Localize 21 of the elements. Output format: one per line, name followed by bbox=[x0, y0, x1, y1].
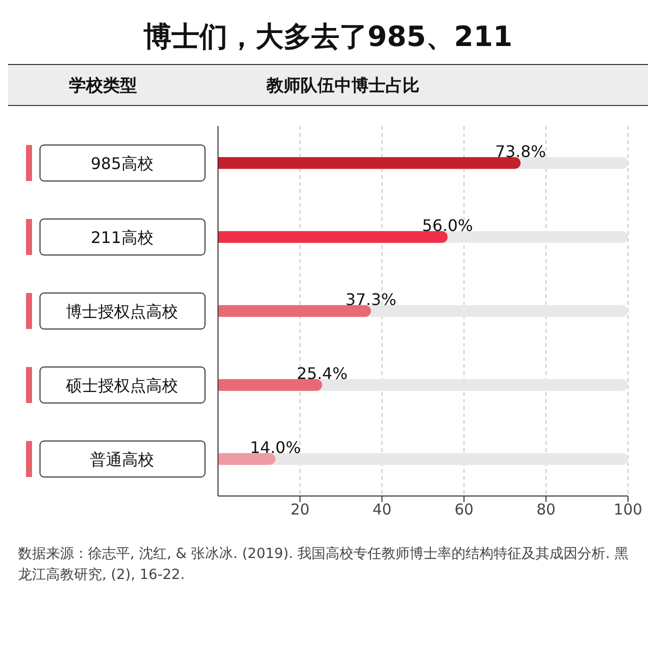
y-axis-title: 学校类型 bbox=[68, 74, 138, 96]
y-tick-label: 博士授权点高校 bbox=[66, 302, 178, 321]
data-label: 14.0% bbox=[250, 438, 301, 457]
data-label: 37.3% bbox=[346, 290, 396, 309]
y-tick-label: 硕士授权点高校 bbox=[65, 376, 178, 395]
x-tick-label: 40 bbox=[372, 500, 392, 519]
data-label: 56.0% bbox=[422, 216, 474, 235]
data-label: 73.8% bbox=[495, 142, 546, 161]
data-label: 25.4% bbox=[296, 364, 348, 383]
bar bbox=[218, 379, 322, 391]
source-note: 数据来源：徐志平, 沈红, & 张冰冰. (2019). 我国高校专任教师博士率的结构特征及其成因分析. 黑龙江高教研究, (2), 16-22. bbox=[17, 545, 630, 585]
x-tick-label: 80 bbox=[536, 500, 556, 519]
x-tick-label: 20 bbox=[290, 500, 310, 519]
y-tick-label: 211高校 bbox=[90, 228, 154, 247]
x-tick-label: 100 bbox=[614, 500, 642, 519]
bar bbox=[218, 453, 276, 465]
x-axis-title: 教师队伍中博士占比 bbox=[265, 74, 420, 96]
y-tick-label: 普通高校 bbox=[90, 450, 154, 469]
chart-title: 博士们，大多去了985、211 bbox=[142, 19, 514, 55]
x-tick-label: 60 bbox=[454, 500, 474, 519]
y-tick-label: 985高校 bbox=[90, 154, 154, 173]
